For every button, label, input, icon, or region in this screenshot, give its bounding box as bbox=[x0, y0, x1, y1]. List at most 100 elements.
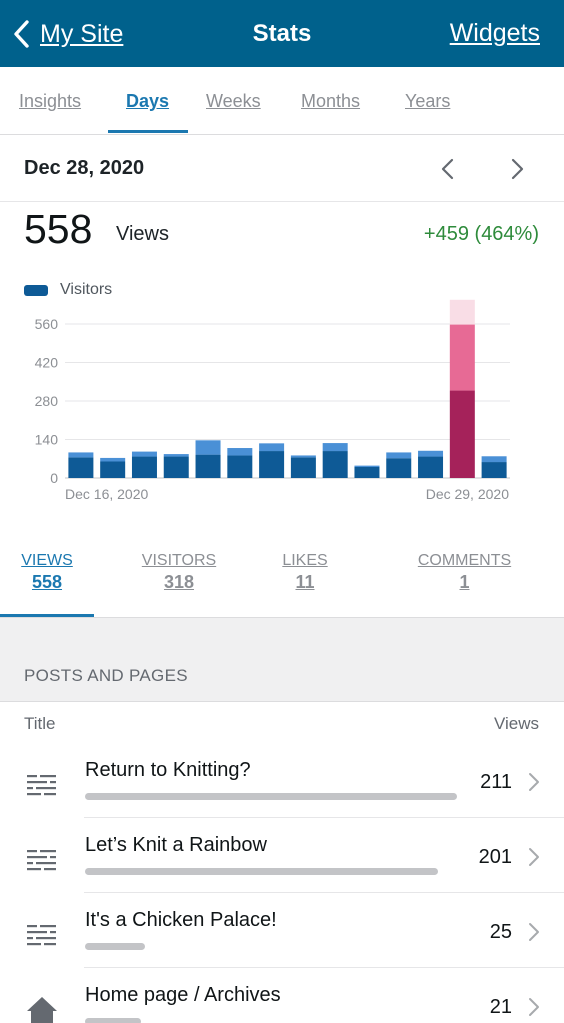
home-icon bbox=[27, 997, 57, 1023]
bar-visitors bbox=[131, 456, 157, 478]
back-label: My Site bbox=[40, 19, 124, 48]
widgets-button[interactable]: Widgets bbox=[449, 19, 540, 47]
post-icon bbox=[27, 775, 56, 796]
list-item[interactable]: Let’s Knit a Rainbow 201 bbox=[0, 818, 564, 893]
tab-years[interactable]: Years bbox=[405, 91, 451, 111]
active-tab-indicator bbox=[108, 130, 188, 133]
row-divider bbox=[84, 817, 564, 818]
bar-visitors bbox=[481, 462, 507, 478]
post-icon bbox=[27, 850, 56, 871]
tab-visitors-label: VISITORS bbox=[141, 552, 217, 569]
tab-months[interactable]: Months bbox=[301, 91, 361, 111]
bar-visitors bbox=[100, 461, 126, 478]
date-selector: Dec 28, 2020 bbox=[0, 135, 564, 202]
post-views: 201 bbox=[478, 846, 512, 868]
legend-label: Visitors bbox=[60, 281, 113, 298]
x-tick-label: Dec 29, 2020 bbox=[426, 486, 509, 502]
bar-visitors bbox=[354, 467, 380, 478]
post-views: 211 bbox=[480, 771, 512, 793]
back-button[interactable]: My Site bbox=[12, 17, 123, 51]
bar-views bbox=[322, 443, 348, 452]
bar-visitors bbox=[290, 457, 316, 478]
metric-tabs: VIEWS 558 VISITORS 318 LIKES 11 COMMENTS… bbox=[0, 540, 564, 618]
bar-views bbox=[227, 448, 253, 456]
views-bar bbox=[85, 793, 457, 800]
views-unit: Views bbox=[116, 223, 169, 245]
bar-visitors bbox=[68, 457, 94, 478]
row-divider bbox=[84, 967, 564, 968]
bar-views bbox=[195, 440, 221, 455]
list-item[interactable]: Home page / Archives 21 bbox=[0, 968, 564, 1023]
y-tick-label: 0 bbox=[50, 470, 58, 486]
chart-legend: Visitors bbox=[24, 280, 112, 300]
tab-comments-label: COMMENTS bbox=[417, 552, 512, 569]
bar-views bbox=[386, 452, 412, 459]
tab-likes[interactable]: LIKES 11 bbox=[281, 552, 329, 593]
tab-views[interactable]: VIEWS 558 bbox=[21, 552, 73, 593]
bar-views bbox=[131, 451, 157, 457]
column-title: Title bbox=[24, 714, 56, 733]
bar-views bbox=[418, 450, 444, 457]
views-bar bbox=[85, 943, 145, 950]
tab-views-value: 558 bbox=[31, 572, 63, 592]
chevron-left-icon bbox=[14, 20, 29, 48]
bar-views bbox=[259, 443, 285, 452]
bar-visitors bbox=[227, 455, 253, 478]
bar-views bbox=[449, 324, 475, 391]
tab-weeks[interactable]: Weeks bbox=[206, 91, 261, 111]
tab-views-label: VIEWS bbox=[21, 552, 73, 569]
y-tick-label: 140 bbox=[35, 432, 59, 448]
bar-views bbox=[290, 455, 316, 458]
active-metric-indicator bbox=[0, 614, 94, 617]
bar-views bbox=[354, 465, 380, 467]
y-tick-label: 560 bbox=[35, 316, 59, 332]
bar-overflow bbox=[449, 299, 475, 325]
list-item[interactable]: It's a Chicken Palace! 25 bbox=[0, 893, 564, 968]
column-views: Views bbox=[493, 714, 539, 733]
post-views: 25 bbox=[489, 921, 512, 943]
chevron-right-icon bbox=[529, 773, 539, 791]
chevron-right-icon bbox=[529, 848, 539, 866]
views-bar bbox=[85, 868, 438, 875]
section-heading: POSTS AND PAGES bbox=[24, 666, 188, 685]
post-title: It's a Chicken Palace! bbox=[85, 909, 277, 931]
navigation-bar: My Site Stats Widgets bbox=[0, 0, 564, 67]
tab-visitors[interactable]: VISITORS 318 bbox=[141, 552, 217, 593]
bar-views bbox=[481, 456, 507, 463]
views-bar bbox=[85, 1018, 141, 1023]
chevron-right-icon[interactable] bbox=[507, 157, 527, 181]
views-count: 558 bbox=[24, 206, 93, 252]
bar-visitors bbox=[195, 454, 221, 478]
bar-visitors bbox=[322, 451, 348, 478]
bar-visitors bbox=[418, 456, 444, 478]
tab-days[interactable]: Days bbox=[126, 91, 170, 111]
post-icon bbox=[27, 925, 56, 946]
post-title: Let’s Knit a Rainbow bbox=[85, 834, 267, 856]
views-change: +459 (464%) bbox=[423, 223, 539, 245]
tab-comments[interactable]: COMMENTS 1 bbox=[415, 552, 514, 593]
y-tick-label: 420 bbox=[35, 355, 59, 371]
selected-date: Dec 28, 2020 bbox=[24, 157, 145, 179]
y-tick-label: 280 bbox=[35, 393, 59, 409]
bar-visitors bbox=[386, 458, 412, 478]
post-title: Home page / Archives bbox=[85, 984, 281, 1006]
list-item[interactable]: Return to Knitting? 211 bbox=[0, 743, 564, 818]
bar-views bbox=[100, 457, 126, 462]
tab-likes-label: LIKES bbox=[282, 552, 328, 569]
views-chart[interactable]: 0 140 280 420 560 Dec 16, 2020 Dec 29, 2020 bbox=[0, 290, 564, 520]
posts-section-header: POSTS AND PAGES bbox=[0, 618, 564, 702]
x-tick-label: Dec 16, 2020 bbox=[65, 486, 148, 502]
bar-views bbox=[68, 452, 94, 458]
tab-insights[interactable]: Insights bbox=[19, 91, 82, 111]
legend-swatch bbox=[24, 284, 48, 296]
period-tabs: Insights Days Weeks Months Years bbox=[0, 67, 564, 135]
bar-visitors bbox=[449, 390, 475, 478]
bar-visitors bbox=[259, 451, 285, 478]
post-views: 21 bbox=[489, 996, 512, 1018]
chevron-left-icon[interactable] bbox=[438, 157, 458, 181]
chevron-right-icon bbox=[529, 998, 539, 1016]
tab-likes-value: 11 bbox=[295, 572, 315, 592]
tab-visitors-value: 318 bbox=[163, 572, 195, 592]
post-title: Return to Knitting? bbox=[85, 759, 251, 781]
bar-views bbox=[163, 454, 189, 457]
